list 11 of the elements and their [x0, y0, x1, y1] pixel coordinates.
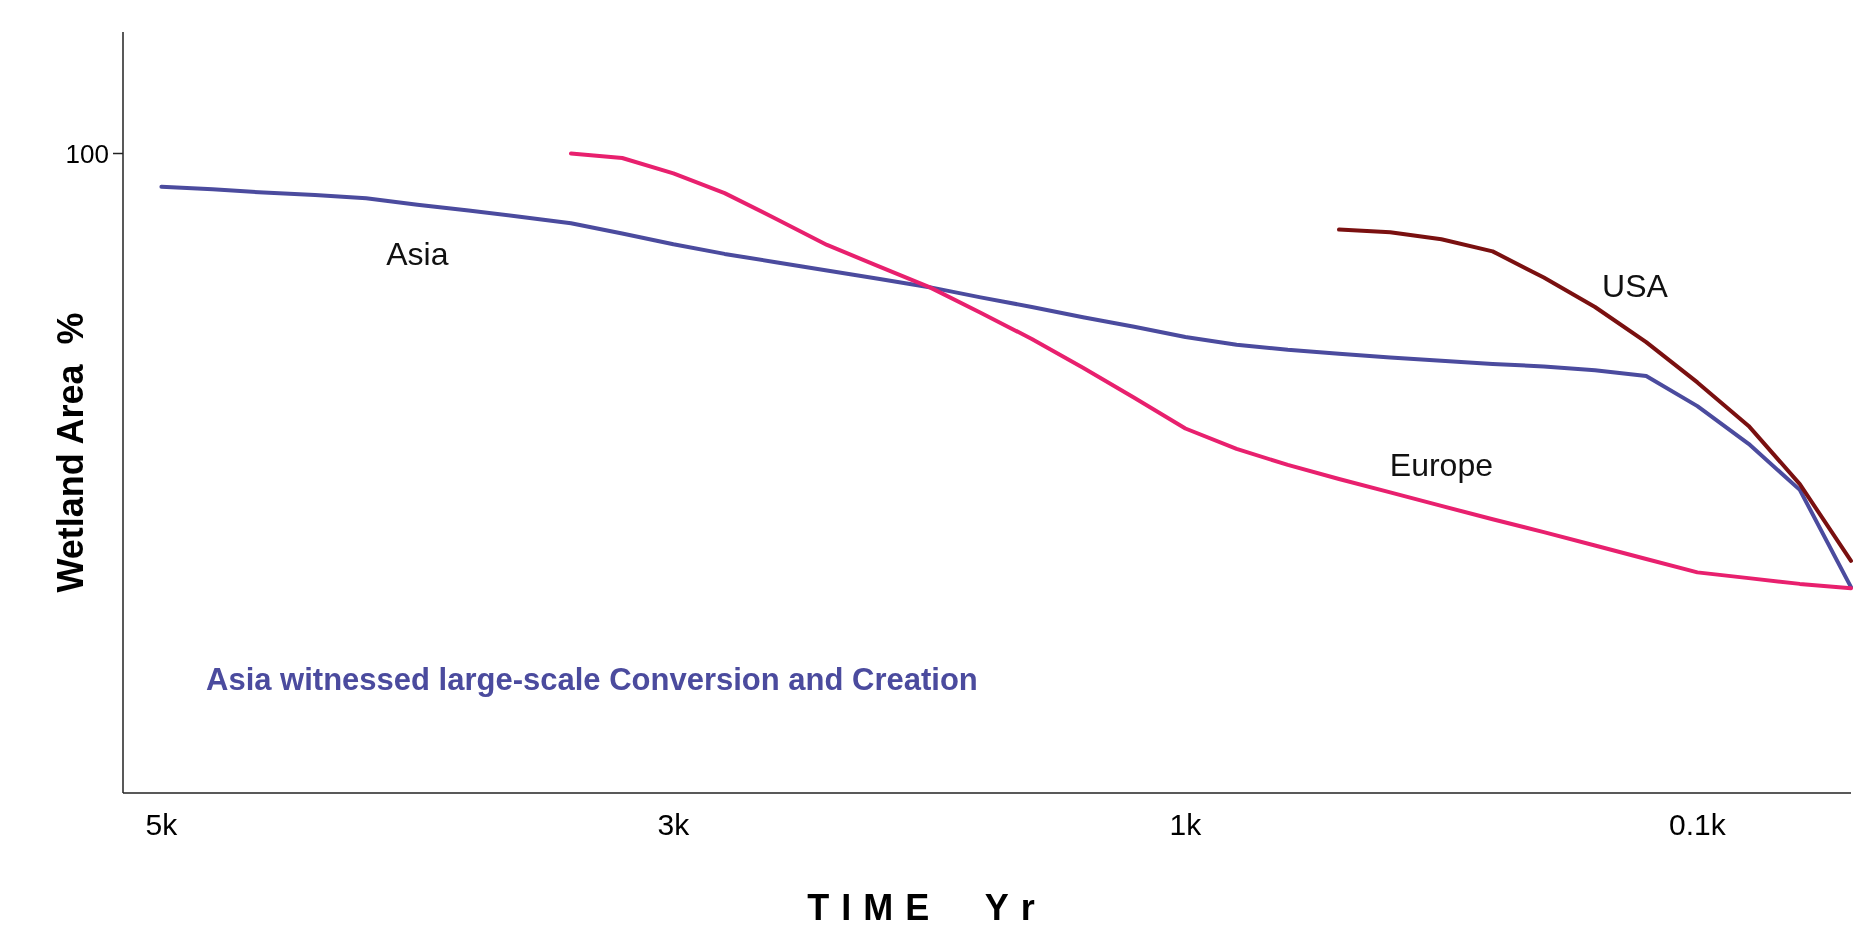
x-tick-label: 5k: [145, 808, 179, 841]
x-tick-label: 3k: [657, 808, 691, 841]
series-label: Europe: [1389, 446, 1493, 483]
x-tick-label: 1k: [1169, 808, 1203, 841]
text: 100: [65, 138, 109, 169]
series-label: Asia: [386, 235, 449, 272]
x-tick-label: 0.1k: [1669, 808, 1727, 841]
y-axis-title: Wetland Area %: [50, 312, 91, 593]
annotation: Asia witnessed large-scale Conversion and Creation: [206, 662, 978, 697]
x-axis-title: TIME Yr: [807, 887, 1047, 928]
series-label: USA: [1602, 267, 1669, 304]
